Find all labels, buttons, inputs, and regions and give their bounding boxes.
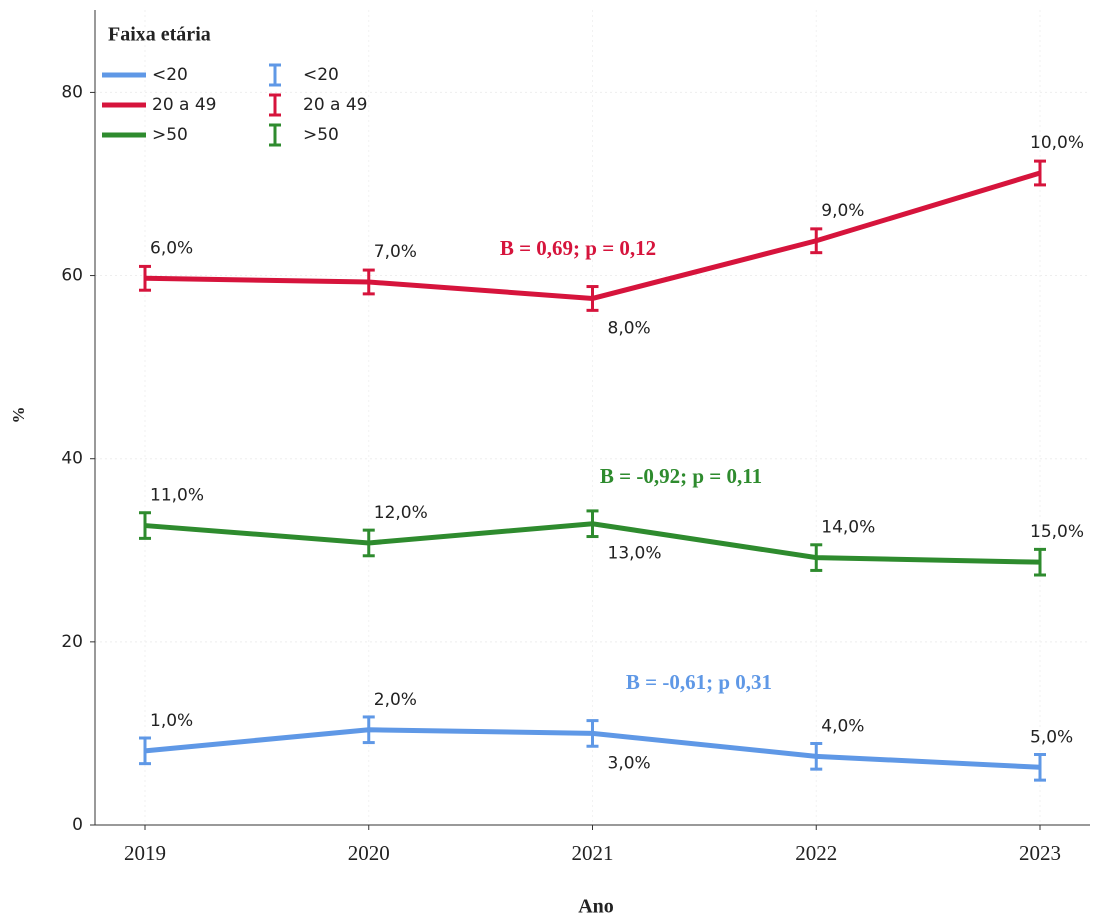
- y-tick-label: 0: [72, 815, 83, 835]
- point-label: 11,0%: [150, 486, 204, 506]
- point-label: 9,0%: [821, 201, 864, 221]
- point-label: 5,0%: [1030, 727, 1073, 747]
- x-tick-label: 2023: [1019, 841, 1061, 865]
- error-bar: [139, 736, 151, 766]
- x-tick-label: 2021: [572, 841, 614, 865]
- point-label: 3,0%: [608, 753, 651, 773]
- x-axis-label: Ano: [578, 896, 614, 918]
- legend-title: Faixa etária: [108, 24, 211, 46]
- legend-errorbar: [269, 63, 281, 87]
- annotation: B = 0,69; p = 0,12: [500, 236, 656, 260]
- x-tick-label: 2019: [124, 841, 166, 865]
- error-bar: [586, 509, 599, 539]
- point-label: 8,0%: [608, 318, 651, 338]
- legend-label: 20 a 49: [152, 95, 217, 115]
- error-bar: [1034, 547, 1046, 577]
- legend-label: 20 a 49: [303, 95, 368, 115]
- legend-errorbar: [269, 93, 281, 117]
- legend-label: >50: [152, 125, 188, 145]
- error-bar: [810, 543, 823, 572]
- annotation: B = -0,92; p = 0,11: [600, 464, 762, 488]
- error-bar: [810, 227, 823, 255]
- point-label: 2,0%: [374, 690, 417, 710]
- error-bar: [1034, 159, 1046, 187]
- point-label: 12,0%: [374, 503, 428, 523]
- error-bar: [362, 268, 375, 296]
- point-label: 7,0%: [374, 242, 417, 262]
- legend-label: <20: [152, 65, 188, 85]
- legend-label: <20: [303, 65, 339, 85]
- point-label: 15,0%: [1030, 522, 1084, 542]
- error-bar: [362, 528, 375, 558]
- y-tick-label: 80: [61, 82, 83, 102]
- error-bar: [139, 264, 151, 292]
- error-bar: [586, 719, 599, 748]
- point-label: 4,0%: [821, 716, 864, 736]
- point-label: 6,0%: [150, 238, 193, 258]
- error-bar: [362, 715, 375, 745]
- legend-label: >50: [303, 125, 339, 145]
- y-tick-label: 60: [61, 266, 83, 286]
- point-label: 10,0%: [1030, 133, 1084, 153]
- point-label: 14,0%: [821, 518, 875, 538]
- point-label: 13,0%: [608, 544, 662, 564]
- point-label: 1,0%: [150, 711, 193, 731]
- y-tick-label: 20: [61, 632, 83, 652]
- x-tick-label: 2022: [795, 841, 837, 865]
- error-bar: [1034, 752, 1046, 782]
- y-axis-label: %: [9, 407, 28, 424]
- error-bar: [810, 742, 823, 771]
- error-bar: [586, 285, 599, 312]
- x-tick-label: 2020: [348, 841, 390, 865]
- legend-errorbar: [269, 123, 281, 147]
- annotation: B = -0,61; p 0,31: [626, 670, 772, 694]
- y-tick-label: 40: [61, 449, 83, 469]
- error-bar: [139, 511, 151, 540]
